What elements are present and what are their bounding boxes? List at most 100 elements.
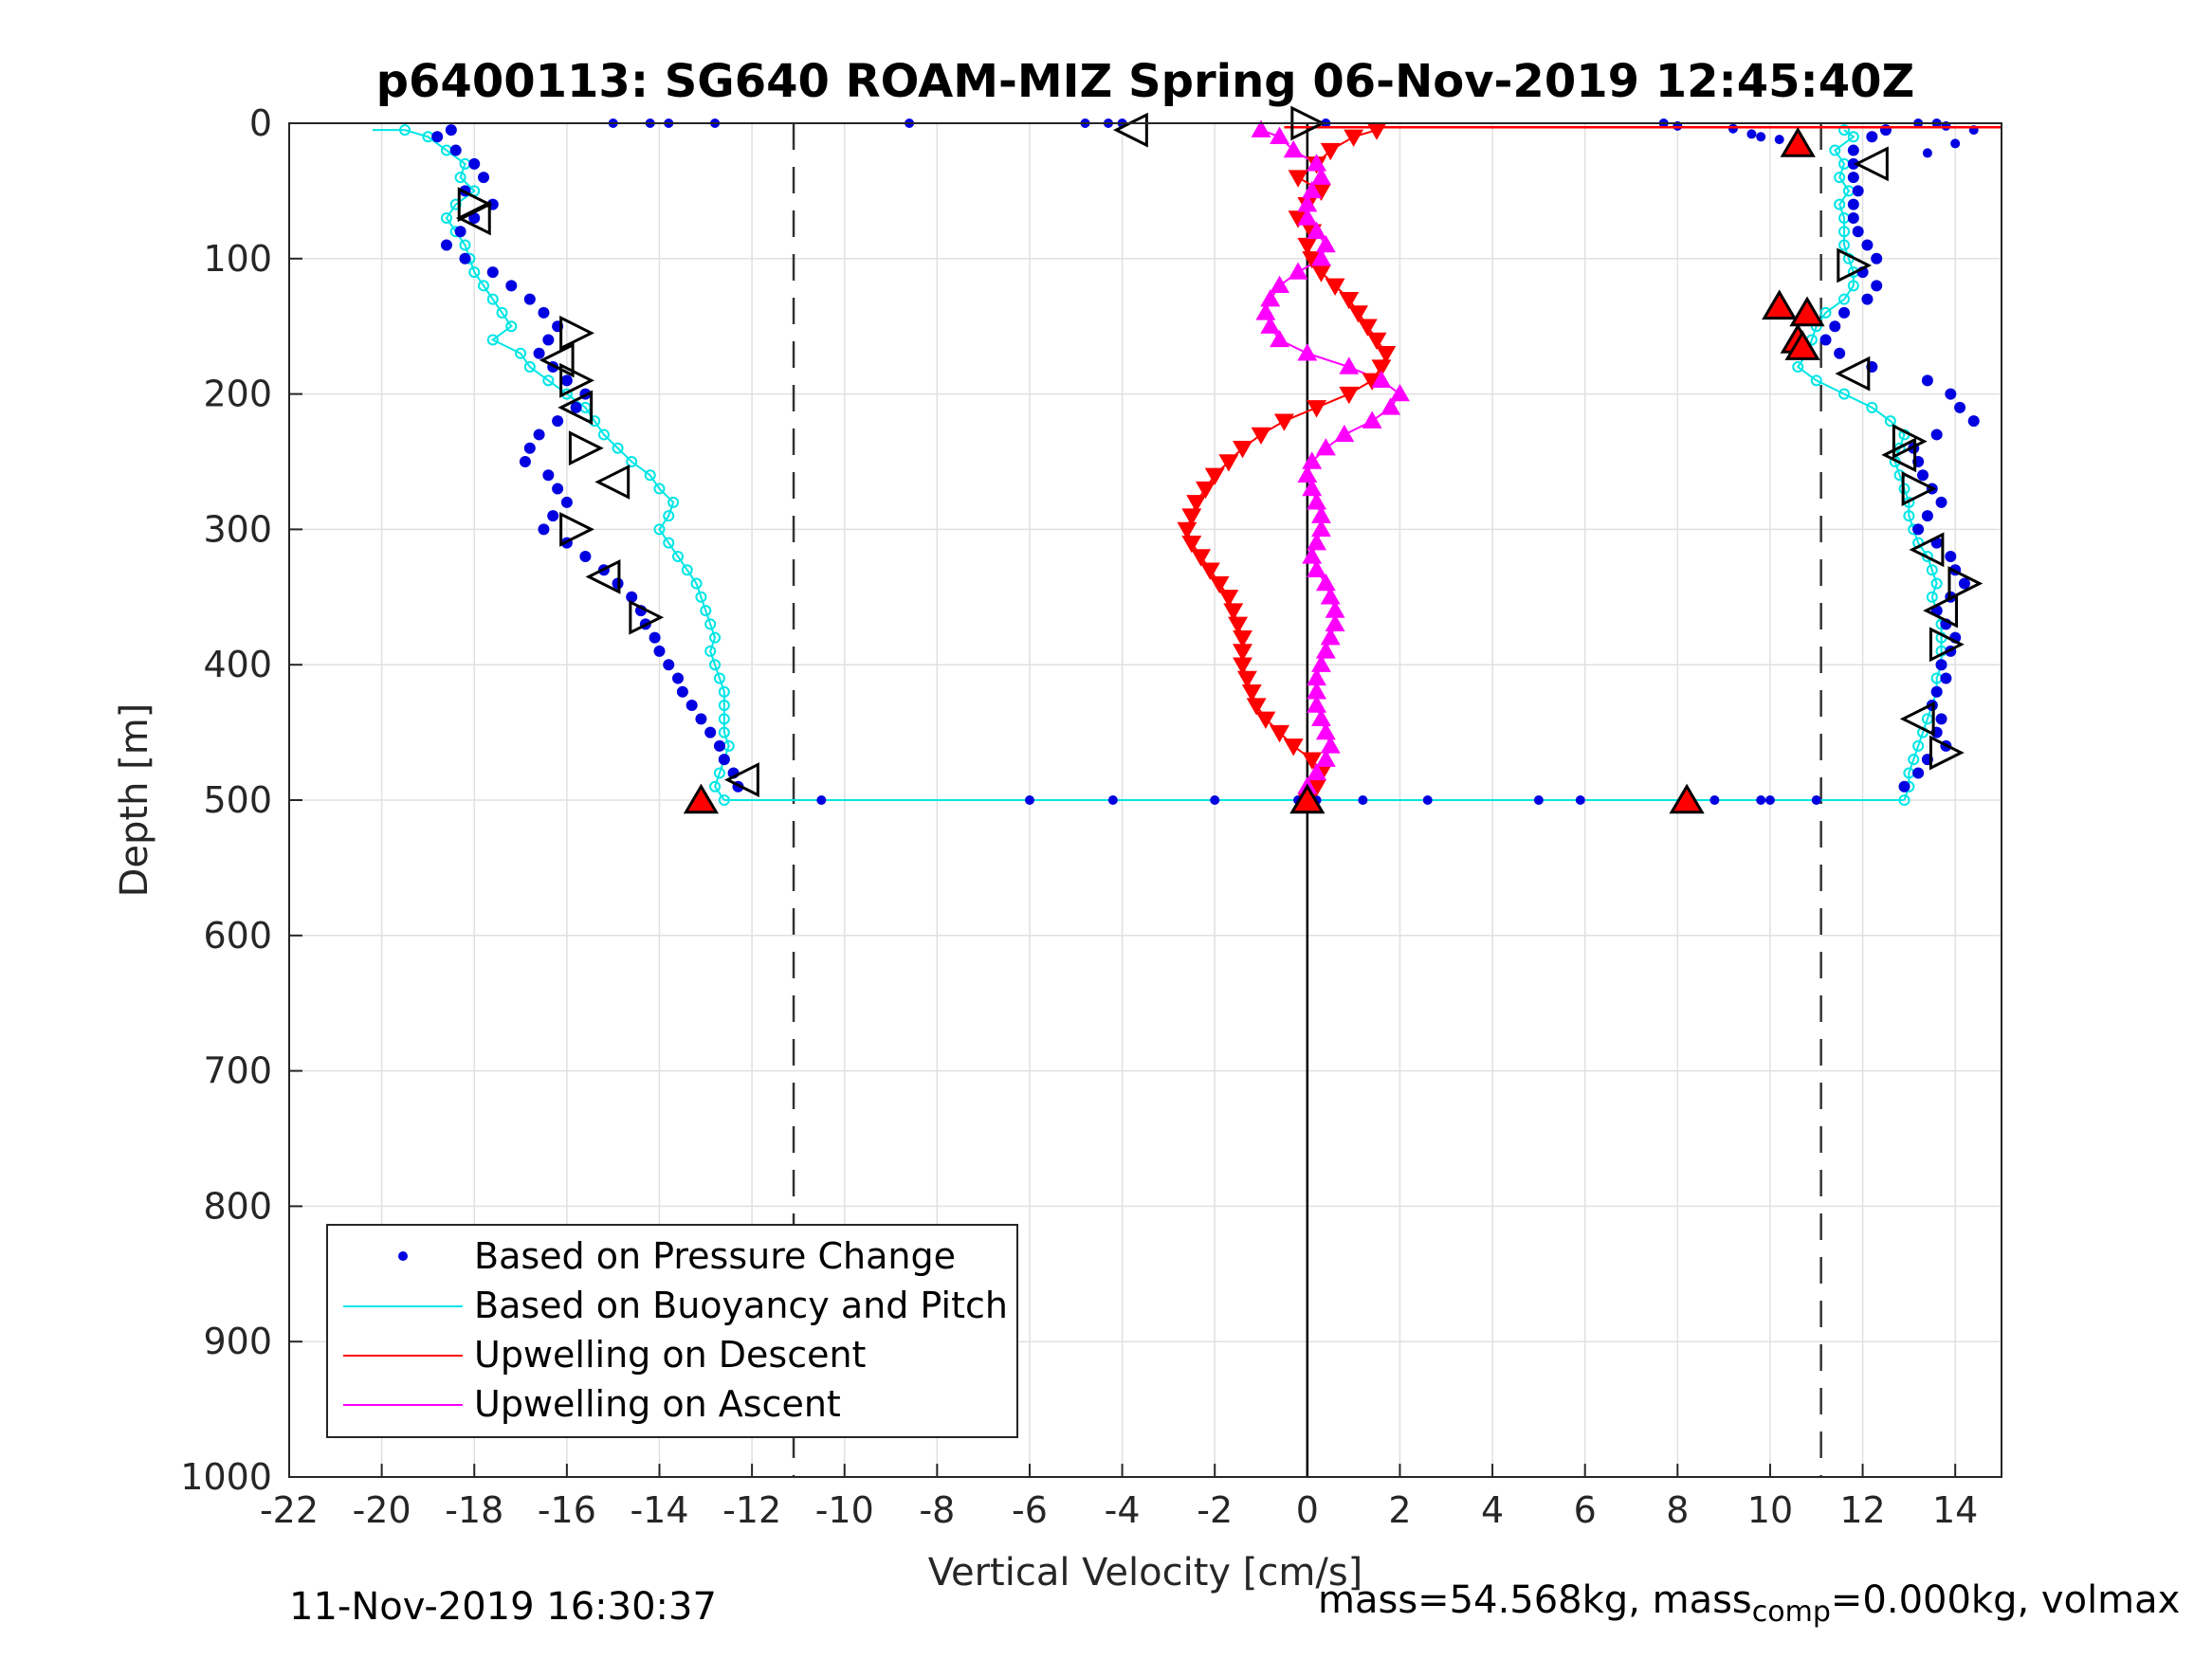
pressure-surface-point: [1746, 129, 1757, 139]
upwelling-ascent-marker: [1297, 343, 1318, 361]
open-triangle-descent-marker: [559, 362, 594, 398]
legend-marker-pressure: [398, 1251, 408, 1261]
pressure-bottom-point: [1811, 795, 1821, 805]
filled-red-triangle-marker: [1289, 783, 1325, 814]
x-tick-label: -8: [919, 1489, 955, 1531]
pressure-bottom-point: [1575, 795, 1585, 805]
pressure-bottom-point: [1107, 795, 1118, 805]
x-tick-label: 8: [1666, 1489, 1689, 1531]
pressure-surface-point: [1774, 135, 1784, 145]
upwelling-ascent-marker: [1307, 559, 1327, 577]
open-triangle-ascent-marker: [1947, 566, 1983, 601]
upwelling-descent-marker: [1241, 684, 1262, 702]
buoyancy-ascent-point: [1903, 510, 1915, 522]
open-triangle-ascent-marker: [1899, 701, 1935, 737]
upwelling-ascent-marker: [1315, 234, 1336, 253]
x-tick-label: -16: [538, 1489, 596, 1531]
pressure-ascent-point: [1847, 144, 1859, 156]
pressure-descent-point: [579, 550, 592, 562]
buoyancy-ascent-point: [1834, 172, 1846, 184]
upwelling-ascent-marker: [1315, 438, 1336, 456]
y-tick-label: 400: [203, 644, 272, 685]
pressure-descent-point: [431, 131, 444, 143]
x-tick-label: 6: [1574, 1489, 1597, 1531]
pressure-descent-point: [454, 226, 466, 238]
open-triangle-descent-marker: [559, 511, 594, 547]
buoyancy-ascent-point: [1847, 280, 1859, 292]
y-tick-label: 600: [203, 915, 272, 957]
open-triangle-ascent-marker: [1853, 146, 1889, 182]
pressure-ascent-point: [1921, 510, 1933, 522]
buoyancy-ascent-point: [1838, 226, 1851, 238]
upwelling-ascent-marker: [1311, 248, 1331, 266]
upwelling-descent-marker: [1255, 711, 1276, 729]
upwelling-ascent-marker: [1380, 397, 1401, 415]
upwelling-descent-marker: [1218, 454, 1239, 472]
open-triangle-descent-marker: [539, 342, 575, 378]
filled-red-triangle-marker: [1789, 296, 1825, 327]
open-triangle-ascent-marker: [1881, 437, 1917, 473]
pressure-bottom-point: [1210, 795, 1220, 805]
upwelling-ascent-marker: [1255, 302, 1276, 320]
buoyancy-descent-point: [653, 523, 666, 536]
open-triangle-ascent-marker: [1929, 627, 1965, 663]
pressure-ascent-point: [1898, 780, 1910, 793]
upwelling-descent-marker: [1246, 698, 1267, 716]
legend-entry-buoyancy: Based on Buoyancy and Pitch: [474, 1285, 1008, 1326]
upwelling-descent-marker: [1186, 495, 1207, 513]
buoyancy-descent-point: [700, 605, 712, 617]
x-tick-label: 2: [1388, 1489, 1411, 1531]
mass-label: mass=54.568kg, mass: [1318, 1578, 1752, 1622]
upwelling-ascent-marker: [1307, 762, 1327, 781]
y-tick-label: 0: [249, 102, 272, 144]
buoyancy-descent-point: [681, 564, 693, 576]
upwelling-descent-marker: [1233, 657, 1252, 675]
upwelling-ascent-marker: [1260, 316, 1281, 334]
buoyancy-descent-point: [713, 672, 725, 684]
buoyancy-descent-point: [718, 700, 730, 712]
upwelling-ascent-marker: [1297, 208, 1318, 226]
pressure-descent-point: [686, 700, 698, 712]
buoyancy-descent-point: [653, 483, 666, 495]
upwelling-descent-marker: [1204, 467, 1225, 485]
legend-entry-pressure: Based on Pressure Change: [474, 1235, 956, 1277]
buoyancy-ascent-point: [1810, 374, 1822, 387]
pressure-surface-point: [1922, 148, 1932, 158]
pressure-descent-point: [478, 172, 490, 184]
buoyancy-ascent-point: [1834, 198, 1846, 210]
open-triangle-descent-marker: [455, 200, 491, 236]
buoyancy-descent-point: [612, 442, 624, 454]
open-triangle-descent-marker: [568, 430, 604, 466]
open-triangle-descent-marker: [594, 464, 631, 500]
buoyancy-ascent-point: [1838, 239, 1851, 251]
upwelling-descent-marker: [1273, 413, 1294, 431]
upwelling-ascent-marker: [1270, 126, 1290, 144]
buoyancy-descent-point: [695, 591, 707, 603]
upwelling-descent-marker: [1236, 670, 1257, 689]
upwelling-ascent-marker: [1302, 451, 1323, 469]
buoyancy-ascent-point: [1926, 591, 1938, 603]
x-tick-label: 12: [1839, 1489, 1885, 1531]
buoyancy-ascent-point: [1847, 131, 1859, 143]
filled-red-triangle-marker: [1669, 783, 1705, 814]
upwelling-ascent-marker: [1302, 478, 1323, 497]
pressure-bottom-point: [1533, 795, 1544, 805]
pressure-ascent-point: [1829, 320, 1841, 333]
pressure-ascent-point: [1847, 172, 1859, 184]
chart-title: p6400113: SG640 ROAM-MIZ Spring 06-Nov-2…: [376, 55, 1915, 108]
pressure-surface-point: [1950, 138, 1961, 149]
upwelling-ascent-marker: [1362, 410, 1382, 428]
open-triangle-ascent-marker: [1835, 356, 1871, 392]
pressure-descent-point: [445, 124, 457, 137]
pressure-descent-point: [449, 144, 462, 156]
open-triangle-ascent-marker: [1909, 532, 1945, 568]
pressure-descent-point: [505, 280, 518, 292]
buoyancy-descent-point: [667, 496, 680, 508]
upwelling-ascent-marker: [1339, 356, 1360, 374]
buoyancy-descent-point: [663, 537, 675, 549]
open-triangle-ascent-marker: [1923, 592, 1959, 629]
mass-rest: =0.000kg, volmax: [1830, 1578, 2181, 1622]
upwelling-ascent-marker: [1302, 546, 1323, 564]
buoyancy-ascent-point: [1930, 577, 1943, 590]
